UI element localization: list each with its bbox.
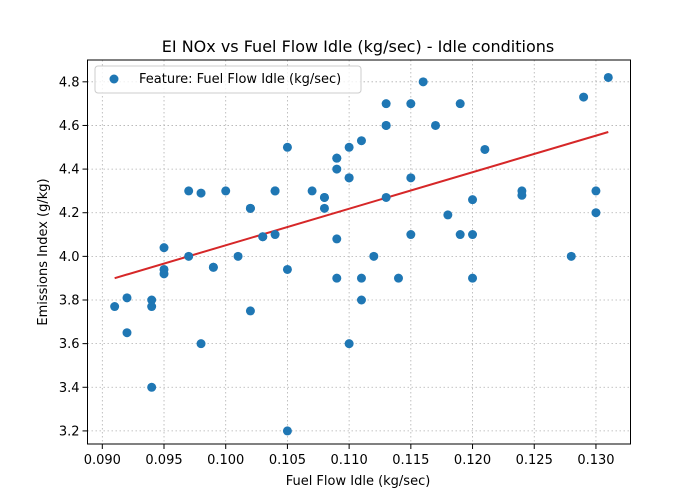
data-point	[591, 186, 601, 196]
data-point	[431, 120, 441, 130]
data-point	[517, 190, 527, 200]
data-point	[566, 251, 576, 261]
y-axis-label: Emissions Index (g/kg)	[36, 178, 51, 325]
legend-marker	[109, 74, 119, 84]
data-point	[356, 136, 366, 146]
data-point	[245, 203, 255, 213]
data-point	[270, 230, 280, 240]
data-point	[221, 186, 231, 196]
data-point	[332, 234, 342, 244]
data-point	[319, 192, 329, 202]
y-tick-label: 3.8	[59, 294, 80, 309]
legend-box	[94, 65, 362, 94]
data-point	[159, 243, 169, 253]
x-tick-label: 0.115	[392, 453, 429, 468]
x-tick-label: 0.090	[84, 453, 121, 468]
data-point	[332, 153, 342, 163]
y-axis-ticks: 3.2 3.4 3.6 3.8 4.0 4.2 4.4 4.6 4.8	[59, 75, 88, 439]
data-point	[208, 262, 218, 272]
data-point	[110, 302, 120, 312]
x-tick-label: 0.100	[207, 453, 244, 468]
data-point	[233, 251, 243, 261]
data-point	[332, 273, 342, 283]
data-point	[245, 306, 255, 316]
data-point	[468, 195, 478, 205]
y-tick-label: 3.2	[59, 424, 80, 439]
data-point	[122, 293, 132, 303]
data-point	[147, 295, 157, 305]
trend-line	[114, 131, 609, 280]
y-tick-label: 4.0	[59, 250, 80, 265]
x-tick-label: 0.120	[454, 453, 491, 468]
data-point	[307, 186, 317, 196]
data-point	[455, 99, 465, 109]
data-point	[369, 251, 379, 261]
data-point	[147, 302, 157, 312]
trend-line-layer	[114, 131, 609, 280]
data-point	[184, 251, 194, 261]
data-point	[381, 99, 391, 109]
data-point	[332, 164, 342, 174]
y-tick-label: 4.2	[59, 206, 80, 221]
data-point	[579, 92, 589, 102]
data-point	[393, 273, 403, 283]
y-tick-label: 3.6	[59, 337, 80, 352]
data-point	[282, 426, 292, 436]
x-tick-label: 0.130	[577, 453, 614, 468]
x-axis-ticks: 0.090 0.095 0.100 0.105 0.110 0.115 0.120 0.125…	[84, 444, 615, 468]
data-point	[406, 230, 416, 240]
y-tick-label: 4.6	[59, 119, 80, 134]
data-point	[344, 339, 354, 349]
x-tick-label: 0.125	[516, 453, 553, 468]
data-point	[356, 295, 366, 305]
data-point	[418, 77, 428, 87]
data-point	[122, 328, 132, 338]
legend: Feature: Fuel Flow Idle (kg/sec)	[94, 65, 362, 94]
data-point	[468, 273, 478, 283]
data-points	[110, 72, 613, 436]
y-tick-label: 4.8	[59, 75, 80, 90]
data-point	[468, 230, 478, 240]
data-point	[282, 142, 292, 152]
data-point	[344, 173, 354, 183]
data-point	[184, 186, 194, 196]
data-point	[196, 188, 206, 198]
data-point	[258, 232, 268, 242]
plot-area-frame	[87, 59, 631, 445]
data-point	[381, 120, 391, 130]
data-point	[147, 382, 157, 392]
data-point	[406, 173, 416, 183]
x-axis-label: Fuel Flow Idle (kg/sec)	[286, 474, 431, 489]
x-tick-label: 0.095	[145, 453, 182, 468]
x-tick-label: 0.105	[269, 453, 306, 468]
data-point	[406, 99, 416, 109]
x-tick-label: 0.110	[331, 453, 368, 468]
data-point	[455, 230, 465, 240]
data-point	[591, 208, 601, 218]
y-tick-label: 4.4	[59, 163, 80, 178]
y-tick-label: 3.4	[59, 381, 80, 396]
data-point	[270, 186, 280, 196]
data-point	[480, 144, 490, 154]
data-point	[159, 269, 169, 279]
data-point	[356, 273, 366, 283]
chart-title: EI NOx vs Fuel Flow Idle (kg/sec) - Idle…	[162, 37, 554, 56]
data-point	[282, 264, 292, 274]
data-point	[381, 192, 391, 202]
data-point	[344, 142, 354, 152]
data-point	[319, 203, 329, 213]
data-point	[443, 210, 453, 220]
legend-label: Feature: Fuel Flow Idle (kg/sec)	[139, 72, 341, 87]
data-point	[196, 339, 206, 349]
grid	[87, 60, 631, 444]
data-point	[603, 72, 613, 82]
